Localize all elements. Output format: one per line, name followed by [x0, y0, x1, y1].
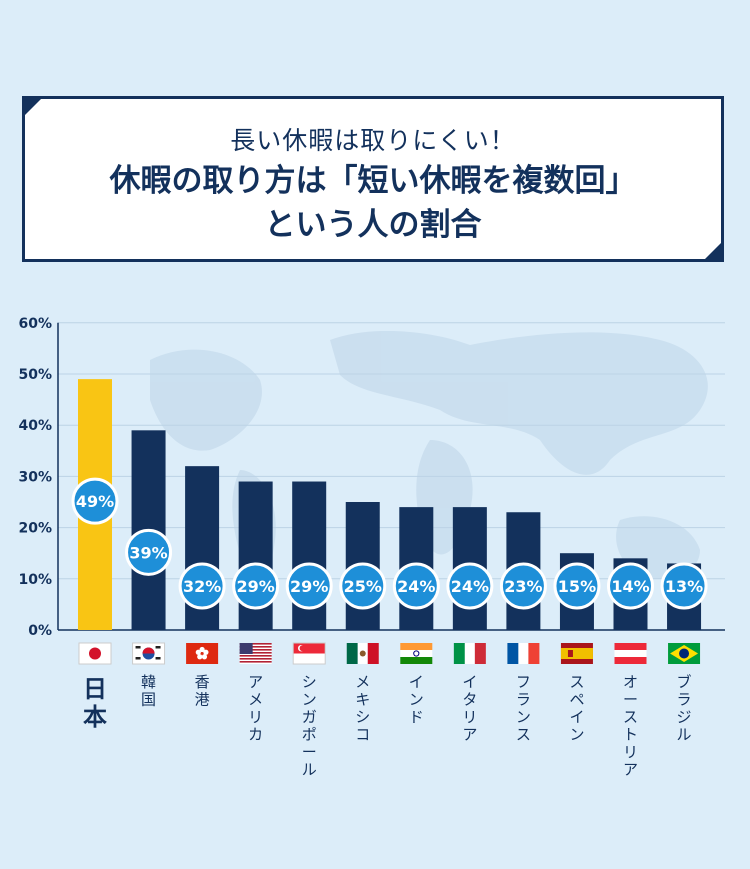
- data-label-11: 13%: [665, 577, 703, 596]
- x-tick-label-1: 韓国: [141, 673, 156, 709]
- data-label-7: 24%: [451, 577, 489, 596]
- data-label-bubble: [607, 562, 654, 610]
- data-label-bubble: [392, 562, 440, 610]
- x-tick-label-6: インド: [409, 673, 424, 726]
- data-label-bubble: [71, 477, 119, 525]
- x-tick-label-4: シンガポール: [302, 673, 317, 779]
- x-tick-label-8: フランス: [516, 673, 531, 744]
- data-label-5: 25%: [344, 577, 382, 596]
- y-tick-label: 10%: [18, 572, 52, 588]
- flag-singapore-icon: [292, 642, 326, 665]
- x-tick-label-11: ブラジル: [677, 673, 692, 744]
- title-box: 長い休暇は取りにくい！ 休暇の取り方は「短い休暇を複数回」 という人の割合: [22, 96, 724, 262]
- x-tick-label-9: スペイン: [569, 673, 584, 744]
- flag-italy-icon: [453, 643, 486, 664]
- data-label-4: 29%: [290, 577, 328, 596]
- data-label-9: 15%: [558, 577, 596, 596]
- flag-france-icon: [507, 643, 540, 664]
- y-tick-label: 60%: [18, 316, 52, 332]
- data-label-8: 23%: [504, 577, 542, 596]
- data-label-0: 49%: [76, 492, 114, 511]
- flag-usa-icon: [239, 643, 272, 664]
- data-label-bubble: [660, 562, 708, 610]
- flag-brazil-icon: [668, 643, 701, 664]
- map-shape-0: [330, 330, 708, 475]
- chart-subtitle: 長い休暇は取りにくい！: [230, 126, 516, 155]
- data-label-bubble: [178, 562, 226, 610]
- flag-india-icon: [400, 643, 433, 664]
- x-tick-label-7: イタリア: [462, 673, 477, 744]
- flag-austria-icon: [614, 643, 647, 664]
- data-label-6: 24%: [397, 577, 435, 596]
- data-label-bubble: [339, 562, 387, 610]
- chart-title-line2: という人の割合: [264, 207, 482, 243]
- data-label-bubble: [499, 562, 547, 610]
- x-tick-label-2: 香港: [195, 673, 210, 709]
- map-shape-1: [150, 349, 262, 451]
- data-label-bubble: [232, 562, 280, 610]
- y-tick-label: 30%: [18, 469, 52, 485]
- flag-hongkong-icon: [186, 643, 219, 664]
- x-tick-label-5: メキシコ: [355, 673, 370, 744]
- flag-mexico-icon: [346, 643, 379, 664]
- y-tick-label: 0%: [28, 623, 52, 639]
- x-tick-label-3: アメリカ: [248, 673, 263, 744]
- flag-japan-icon: [78, 642, 112, 665]
- data-label-bubble: [125, 528, 173, 576]
- flag-korea-icon: [132, 642, 166, 665]
- data-label-3: 29%: [237, 577, 275, 596]
- chart-title-line1: 休暇の取り方は「短い休暇を複数回」: [109, 163, 637, 199]
- flag-spain-icon: [560, 643, 593, 664]
- data-label-bubble: [285, 562, 333, 610]
- data-label-bubble: [553, 562, 601, 610]
- y-tick-label: 40%: [18, 418, 52, 434]
- y-tick-label: 50%: [18, 367, 52, 383]
- data-label-1: 39%: [129, 543, 167, 562]
- data-label-10: 14%: [611, 577, 649, 596]
- data-label-2: 32%: [183, 577, 221, 596]
- data-label-bubble: [446, 562, 494, 610]
- x-tick-label-10: オーストリア: [623, 673, 638, 779]
- x-tick-label-0: 日本: [83, 675, 107, 731]
- y-tick-label: 20%: [18, 521, 52, 537]
